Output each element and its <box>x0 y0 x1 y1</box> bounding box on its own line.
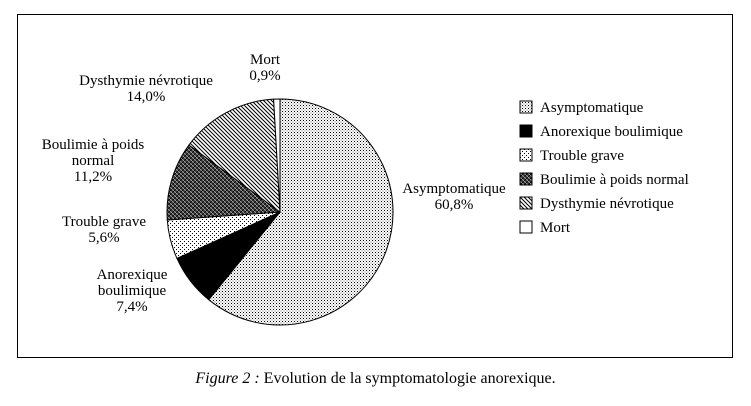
legend-swatch-3 <box>519 148 533 162</box>
slice-label-1-line-2: 60,8% <box>435 197 474 213</box>
slice-label-4-line-1: Boulimie à poids <box>42 137 145 153</box>
slice-label-3-line-1: Trouble grave <box>62 214 146 230</box>
legend-swatch-6 <box>519 220 533 234</box>
figure-caption: Figure 2 : Evolution de la symptomatolog… <box>0 370 751 388</box>
pie-chart: Asymptomatique60,8%Anorexiqueboulimique7… <box>42 52 689 326</box>
slice-label-6-line-2: 0,9% <box>249 68 280 84</box>
legend-swatch-2 <box>519 124 533 138</box>
slice-label-6-line-1: Mort <box>250 52 281 68</box>
caption-figure-number: Figure 2 : <box>195 370 260 387</box>
slice-label-2-line-3: 7,4% <box>116 299 147 315</box>
chart-frame: Asymptomatique 60,8% Anorexique boulimique 7… <box>17 14 733 358</box>
pie-slice-6 <box>273 98 281 213</box>
slice-label-2-line-1: Anorexique <box>97 267 168 283</box>
slice-label-5-line-2: 14,0% <box>127 89 166 105</box>
legend-label-4: Boulimie à poids normal <box>540 172 689 188</box>
slice-label-4-line-2: normal <box>72 153 115 169</box>
legend-swatch-1 <box>519 100 533 114</box>
legend-label-6: Mort <box>540 220 571 236</box>
slice-label-1-line-1: Asymptomatique <box>402 181 506 197</box>
legend-swatch-5 <box>519 196 533 210</box>
pie-slice-1 <box>208 98 394 326</box>
legend-swatch-4 <box>519 172 533 186</box>
pie-slice-4 <box>166 144 282 221</box>
legend-label-3: Trouble grave <box>540 148 624 164</box>
caption-text: Evolution de la symptomatologie anorexiq… <box>263 370 556 387</box>
slice-label-5-line-1: Dysthymie névrotique <box>79 73 213 89</box>
slice-label-4-line-3: 11,2% <box>74 169 112 185</box>
legend-label-2: Anorexique boulimique <box>540 124 683 140</box>
slice-label-3-line-2: 5,6% <box>88 230 119 246</box>
legend-label-5: Dysthymie névrotique <box>540 196 674 212</box>
pie-slice-5 <box>188 98 281 214</box>
slice-label-2-line-2: boulimique <box>98 283 167 299</box>
legend: Asymptomatique Anorexique boulimique Troub… <box>519 100 689 236</box>
legend-label-1: Asymptomatique <box>540 100 644 116</box>
